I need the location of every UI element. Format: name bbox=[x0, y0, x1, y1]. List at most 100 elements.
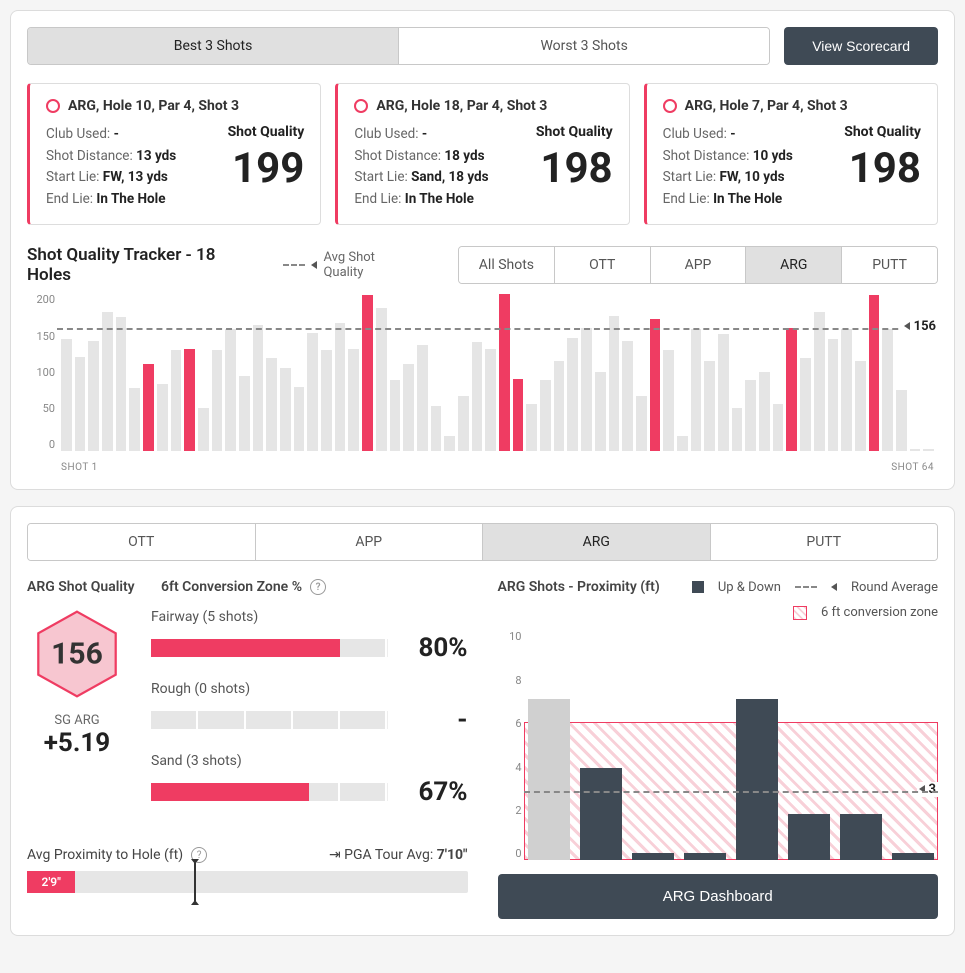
tracker-title: Shot Quality Tracker - 18 Holes bbox=[27, 245, 263, 285]
tracker-bar bbox=[184, 349, 195, 452]
shot-quality-value: 198 bbox=[536, 146, 613, 192]
tracker-bar bbox=[458, 396, 469, 451]
arg-dashboard-button[interactable]: ARG Dashboard bbox=[498, 874, 939, 919]
tracker-bar bbox=[841, 329, 852, 451]
tracker-bar bbox=[348, 349, 359, 452]
tracker-bar bbox=[540, 380, 551, 451]
pga-avg: ⇥ PGA Tour Avg: 7'10" bbox=[329, 847, 468, 863]
bottom-panel: OTTAPPARGPUTT ARG Shot Quality 6ft Conve… bbox=[10, 506, 955, 936]
avg-legend: Avg Shot Quality bbox=[283, 250, 418, 280]
tracker-bar bbox=[814, 312, 825, 451]
bottom-tab[interactable]: ARG bbox=[483, 524, 711, 560]
tracker-bar bbox=[61, 339, 72, 451]
tracker-bar bbox=[663, 350, 674, 451]
prox-bar bbox=[892, 853, 934, 860]
ring-icon bbox=[663, 99, 677, 113]
tracker-bar bbox=[75, 357, 86, 452]
legend-roundavg: Round Average bbox=[851, 580, 938, 595]
quality-hexagon: 156 bbox=[32, 609, 122, 699]
shot-card: ARG, Hole 7, Par 4, Shot 3 Club Used: - … bbox=[644, 83, 938, 225]
tracker-bar bbox=[855, 361, 866, 452]
tracker-bar bbox=[472, 342, 483, 451]
tracker-bar bbox=[431, 406, 442, 452]
top-panel: Best 3 ShotsWorst 3 Shots View Scorecard… bbox=[10, 10, 955, 490]
tracker-bar bbox=[622, 341, 633, 452]
tracker-bar bbox=[786, 328, 797, 451]
shots-tab[interactable]: Best 3 Shots bbox=[28, 28, 399, 64]
conv-row: Fairway (5 shots) 80% bbox=[151, 609, 468, 663]
tracker-bar bbox=[499, 294, 510, 451]
shot-cards: ARG, Hole 10, Par 4, Shot 3 Club Used: -… bbox=[27, 83, 938, 225]
prox-chart-title: ARG Shots - Proximity (ft) bbox=[498, 579, 660, 595]
bottom-tab[interactable]: PUTT bbox=[711, 524, 938, 560]
tracker-filter-tab[interactable]: OTT bbox=[555, 247, 651, 283]
legend-updown: Up & Down bbox=[718, 580, 781, 595]
sg-label: SG ARG bbox=[27, 713, 127, 728]
prox-bar bbox=[684, 853, 726, 860]
tracker-bar bbox=[102, 312, 113, 451]
tracker-bar bbox=[691, 329, 702, 451]
help-icon[interactable]: ? bbox=[310, 579, 326, 595]
shot-quality-value: 198 bbox=[844, 146, 921, 192]
shot-title: ARG, Hole 10, Par 4, Shot 3 bbox=[68, 98, 239, 114]
tracker-bar bbox=[677, 436, 688, 452]
tracker-bar bbox=[828, 339, 839, 451]
tracker-bar bbox=[896, 390, 907, 452]
tracker-bar bbox=[225, 329, 236, 451]
tracker-bar bbox=[321, 350, 332, 451]
shot-quality-value: 199 bbox=[228, 146, 305, 192]
prox-title: Avg Proximity to Hole (ft) bbox=[27, 847, 183, 863]
tracker-bar bbox=[335, 323, 346, 451]
tracker-bar bbox=[650, 319, 661, 452]
tracker-bar bbox=[294, 387, 305, 452]
view-scorecard-button[interactable]: View Scorecard bbox=[784, 27, 938, 65]
conv-title: 6ft Conversion Zone % ? bbox=[161, 579, 326, 595]
tracker-bar bbox=[869, 295, 880, 451]
tracker-bar bbox=[526, 404, 537, 451]
shot-card: ARG, Hole 10, Par 4, Shot 3 Club Used: -… bbox=[27, 83, 321, 225]
shot-card: ARG, Hole 18, Par 4, Shot 3 Club Used: -… bbox=[335, 83, 629, 225]
tracker-bar bbox=[732, 408, 743, 451]
ring-icon bbox=[46, 99, 60, 113]
tracker-filter-tab[interactable]: All Shots bbox=[459, 247, 555, 283]
tracker-bar bbox=[129, 388, 140, 451]
bottom-tab[interactable]: OTT bbox=[28, 524, 256, 560]
tracker-bar bbox=[636, 396, 647, 451]
tracker-bar bbox=[609, 316, 620, 452]
tracker-bar bbox=[390, 380, 401, 451]
tracker-bar bbox=[198, 408, 209, 451]
tracker-bar bbox=[485, 349, 496, 452]
tracker-filters: All ShotsOTTAPPARGPUTT bbox=[458, 246, 938, 284]
tracker-bar bbox=[266, 358, 277, 451]
prox-bar bbox=[632, 853, 674, 860]
tracker-filter-tab[interactable]: APP bbox=[651, 247, 747, 283]
ring-icon bbox=[354, 99, 368, 113]
legend-conv: 6 ft conversion zone bbox=[821, 605, 938, 620]
conv-row: Rough (0 shots) - bbox=[151, 681, 468, 735]
shot-title: ARG, Hole 7, Par 4, Shot 3 bbox=[685, 98, 848, 114]
tracker-bar bbox=[923, 449, 934, 451]
tracker-bar bbox=[704, 361, 715, 452]
prox-bar bbox=[528, 699, 570, 860]
tracker-bar bbox=[800, 358, 811, 451]
prox-bar bbox=[580, 768, 622, 860]
proximity-chart: 1086420 3 bbox=[498, 630, 939, 860]
prox-bar bbox=[736, 699, 778, 860]
bottom-tab[interactable]: APP bbox=[256, 524, 484, 560]
tracker-bar bbox=[143, 364, 154, 451]
shots-toggle: Best 3 ShotsWorst 3 Shots bbox=[27, 27, 770, 65]
prox-bar bbox=[788, 814, 830, 860]
tracker-bar bbox=[307, 333, 318, 452]
tracker-bar bbox=[910, 449, 921, 451]
tracker-filter-tab[interactable]: PUTT bbox=[842, 247, 937, 283]
tracker-bar bbox=[362, 295, 373, 451]
tracker-bar bbox=[88, 341, 99, 452]
tracker-bar bbox=[595, 372, 606, 451]
tracker-bar bbox=[882, 329, 893, 451]
tracker-filter-tab[interactable]: ARG bbox=[746, 247, 842, 283]
tracker-bar bbox=[417, 345, 428, 452]
shots-tab[interactable]: Worst 3 Shots bbox=[399, 28, 769, 64]
tracker-bar bbox=[116, 317, 127, 451]
tracker-bar bbox=[444, 436, 455, 452]
tracker-bar bbox=[403, 364, 414, 451]
